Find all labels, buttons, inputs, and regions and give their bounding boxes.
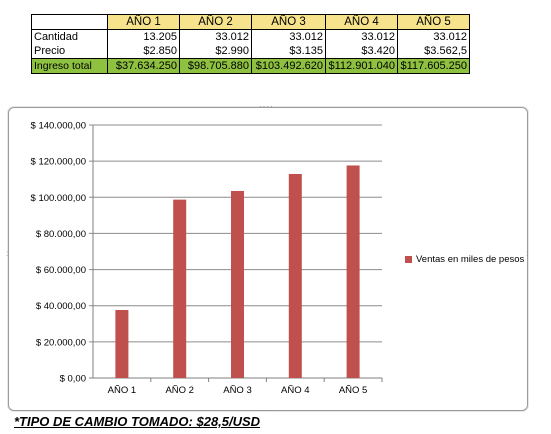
- y-tick-label: $ 140.000,00: [31, 121, 86, 132]
- bar: [231, 190, 244, 378]
- header-cell-year-4[interactable]: AÑO 4: [325, 14, 398, 30]
- cell-precio-4[interactable]: $3.420: [325, 44, 398, 59]
- cell-ingreso-5[interactable]: $117.605.250: [397, 58, 470, 74]
- chart-object[interactable]: ···· ···· : : $ 0,00 $ 20.000,00 $ 40.000,…: [6, 102, 530, 415]
- resize-handle-bottom[interactable]: ····: [259, 406, 274, 415]
- resize-handle-top[interactable]: ····: [259, 102, 274, 111]
- legend-swatch: [405, 256, 412, 263]
- resize-handle-right[interactable]: :: [526, 249, 530, 258]
- legend-label: Ventas en miles de pesos: [416, 254, 525, 265]
- header-cell-year-5[interactable]: AÑO 5: [397, 14, 470, 30]
- row-label-ingreso-total[interactable]: Ingreso total: [31, 58, 108, 74]
- data-table: AÑO 1 AÑO 2 AÑO 3 AÑO 4 AÑO 5 Cantidad 1…: [31, 14, 470, 74]
- chart-plot: $ 0,00 $ 20.000,00 $ 40.000,00 $ 60.000,00 $…: [31, 121, 383, 396]
- header-cell-empty[interactable]: [31, 14, 108, 30]
- cell-cantidad-1[interactable]: 13.205: [107, 29, 180, 44]
- table-row-ingreso-total: Ingreso total $37.634.250 $98.705.880 $1…: [31, 58, 470, 74]
- table-row-cantidad: Cantidad 13.205 33.012 33.012 33.012 33.…: [31, 29, 470, 44]
- x-tick-label: AÑO 2: [165, 385, 194, 396]
- y-tick-label: $ 20.000,00: [36, 337, 86, 348]
- y-tick-label: $ 100.000,00: [31, 193, 86, 204]
- y-tick-label: $ 0,00: [60, 374, 86, 385]
- chart-legend[interactable]: Ventas en miles de pesos: [405, 254, 524, 265]
- header-cell-year-2[interactable]: AÑO 2: [179, 14, 252, 30]
- x-tick-label: AÑO 1: [108, 385, 137, 396]
- row-label-precio[interactable]: Precio: [31, 44, 108, 59]
- x-tick-label: AÑO 4: [281, 385, 310, 396]
- y-tick-label: $ 80.000,00: [36, 229, 86, 240]
- cell-precio-5[interactable]: $3.562,5: [397, 44, 470, 59]
- y-tick-label: $ 60.000,00: [36, 265, 86, 276]
- exchange-rate-note: *TIPO DE CAMBIO TOMADO: $28,5/USD: [14, 414, 261, 429]
- cell-cantidad-5[interactable]: 33.012: [397, 29, 470, 44]
- table-row-precio: Precio $2.850 $2.990 $3.135 $3.420 $3.56…: [31, 44, 470, 59]
- row-label-cantidad[interactable]: Cantidad: [31, 29, 108, 44]
- bar: [346, 165, 360, 378]
- cell-cantidad-3[interactable]: 33.012: [251, 29, 326, 44]
- cell-ingreso-1[interactable]: $37.634.250: [107, 58, 180, 74]
- bar: [115, 309, 129, 378]
- bar: [173, 199, 187, 378]
- cell-ingreso-4[interactable]: $112.901.040: [325, 58, 398, 74]
- cell-cantidad-4[interactable]: 33.012: [325, 29, 398, 44]
- header-cell-year-3[interactable]: AÑO 3: [251, 14, 326, 30]
- y-tick-label: $ 40.000,00: [36, 301, 86, 312]
- cell-precio-2[interactable]: $2.990: [179, 44, 252, 59]
- header-cell-year-1[interactable]: AÑO 1: [107, 14, 180, 30]
- x-tick-label: AÑO 3: [223, 385, 252, 396]
- cell-precio-1[interactable]: $2.850: [107, 44, 180, 59]
- cell-cantidad-2[interactable]: 33.012: [179, 29, 252, 44]
- table-header-row: AÑO 1 AÑO 2 AÑO 3 AÑO 4 AÑO 5: [31, 14, 470, 30]
- resize-handle-left[interactable]: :: [6, 249, 10, 258]
- bar: [288, 173, 302, 378]
- y-tick-label: $ 120.000,00: [31, 157, 86, 168]
- cell-ingreso-3[interactable]: $103.492.620: [251, 58, 326, 74]
- x-tick-label: AÑO 5: [339, 385, 368, 396]
- cell-precio-3[interactable]: $3.135: [251, 44, 326, 59]
- cell-ingreso-2[interactable]: $98.705.880: [179, 58, 252, 74]
